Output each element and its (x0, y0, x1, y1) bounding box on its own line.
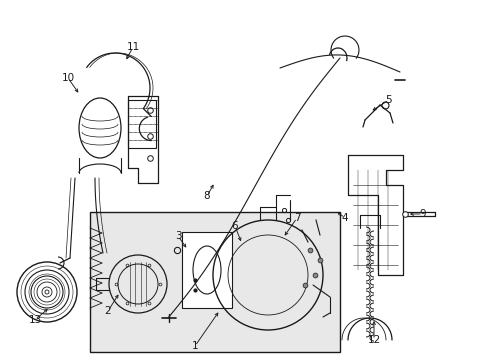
Text: 5: 5 (385, 95, 391, 105)
Bar (128, 100, 156, 148)
Text: 2: 2 (104, 306, 111, 316)
Bar (182, 232, 231, 308)
Text: 11: 11 (126, 42, 140, 52)
Text: 1: 1 (191, 341, 198, 351)
Text: 13: 13 (28, 315, 41, 325)
Text: 7: 7 (293, 213, 300, 223)
Text: 6: 6 (231, 221, 238, 231)
Bar (90, 212, 339, 352)
Text: 3: 3 (174, 231, 181, 241)
Text: 12: 12 (366, 335, 380, 345)
Text: 4: 4 (341, 213, 347, 223)
Text: 10: 10 (61, 73, 74, 83)
Text: 9: 9 (419, 209, 426, 219)
Text: 8: 8 (203, 191, 210, 201)
